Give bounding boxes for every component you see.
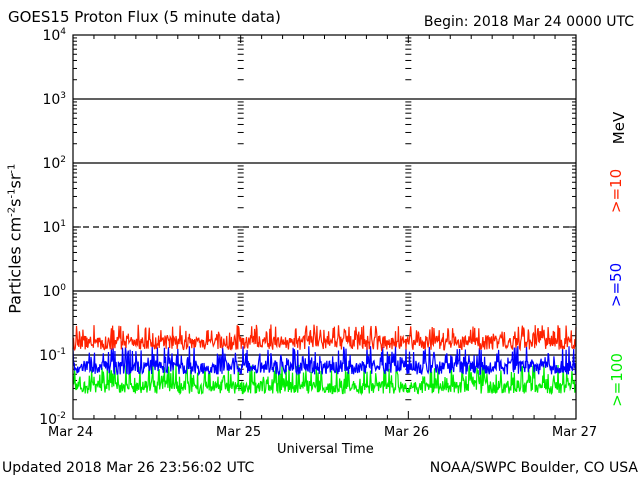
x-tick-mar-26: Mar 26 bbox=[384, 425, 430, 440]
y-tick-label: 100 bbox=[42, 283, 66, 300]
x-tick-mar-25: Mar 25 bbox=[216, 425, 262, 440]
chart-title: GOES15 Proton Flux (5 minute data) bbox=[8, 8, 281, 26]
y-tick-label: 104 bbox=[42, 27, 66, 44]
y-tick-label: 10-2 bbox=[39, 411, 66, 428]
legend-ge100: >=100 bbox=[607, 353, 626, 407]
series-line-0 bbox=[72, 324, 577, 353]
plot-frame bbox=[72, 34, 577, 420]
x-axis-label: Universal Time bbox=[277, 442, 374, 457]
y-tick-label: 101 bbox=[42, 219, 66, 236]
credit: NOAA/SWPC Boulder, CO USA bbox=[429, 460, 638, 476]
y-tick-label: 103 bbox=[42, 91, 66, 108]
begin-time: Begin: 2018 Mar 24 0000 UTC bbox=[423, 14, 634, 30]
x-tick-mar-24: Mar 24 bbox=[48, 425, 94, 440]
legend-ge50: >=50 bbox=[607, 262, 626, 308]
series-line-1 bbox=[72, 345, 577, 377]
y-tick-label: 10-1 bbox=[39, 347, 66, 364]
legend-ge10: >=10 bbox=[607, 168, 626, 214]
updated-time: Updated 2018 Mar 26 23:56:02 UTC bbox=[2, 460, 255, 476]
x-tick-mar-27: Mar 27 bbox=[552, 425, 598, 440]
y-tick-label: 102 bbox=[42, 155, 66, 172]
unit-label-mev: MeV bbox=[610, 111, 629, 145]
series-line-2 bbox=[72, 364, 577, 396]
